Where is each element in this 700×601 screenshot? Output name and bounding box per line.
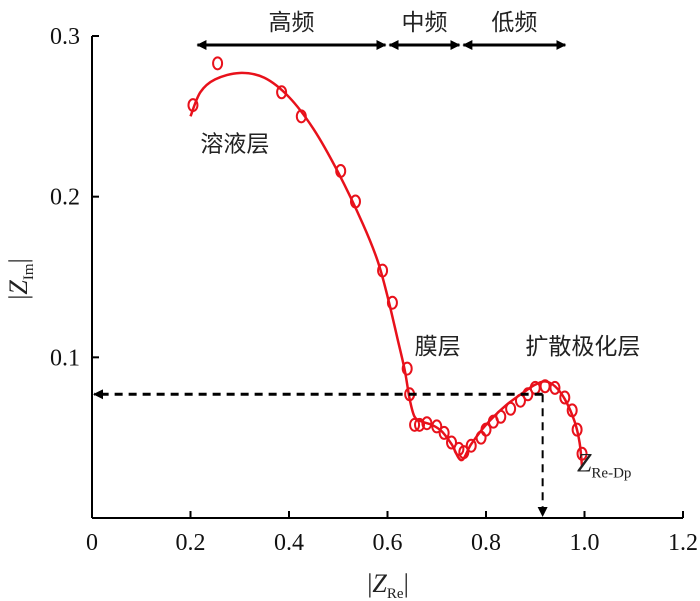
data-point (458, 445, 470, 460)
range-label: 高频 (268, 10, 314, 36)
x-tick-label: 0.4 (274, 530, 304, 556)
y-tick-label: 0.3 (50, 24, 80, 50)
data-point (409, 417, 421, 432)
ticks: 0 0.2 0.4 0.6 0.8 1.0 1.2 0.1 0.2 0.3 (50, 24, 698, 556)
data-point (566, 403, 578, 418)
x-tick-label: 0.6 (373, 530, 403, 556)
data-point (571, 422, 583, 437)
data-point (475, 430, 487, 445)
data-point (386, 295, 398, 310)
y-axis-title: |ZIm| (4, 258, 37, 300)
data-points-layer (187, 56, 588, 461)
x-axis-title: |ZRe| (367, 569, 409, 601)
z-re-dp-label: ZRe-Dp (577, 448, 631, 481)
axes (91, 36, 683, 519)
data-point (446, 435, 458, 450)
data-point (421, 416, 433, 431)
region-label: 扩散极化层 (525, 334, 640, 360)
x-tick-label: 0.8 (471, 530, 501, 556)
data-point (295, 109, 307, 124)
data-point (480, 422, 492, 437)
data-point (212, 56, 224, 71)
data-point (495, 409, 507, 424)
data-point (377, 263, 389, 278)
region-label: 溶液层 (200, 132, 269, 158)
data-point (414, 417, 426, 432)
range-label: 中频 (401, 10, 447, 36)
data-point (431, 419, 443, 434)
data-point (505, 401, 517, 416)
range-label: 低频 (491, 10, 537, 36)
frequency-ranges: 高频 中频 低频 (196, 10, 567, 50)
data-point (514, 393, 526, 408)
data-point (559, 390, 571, 405)
x-tick-label: 0.2 (176, 530, 206, 556)
y-tick-label: 0.1 (50, 345, 80, 371)
y-tick-label: 0.2 (50, 185, 80, 211)
data-point (335, 163, 347, 178)
x-tick-label: 1.0 (570, 530, 600, 556)
data-point (276, 85, 288, 100)
data-point (438, 425, 450, 440)
x-tick-label: 0 (86, 530, 98, 556)
data-point (549, 380, 561, 395)
data-point (187, 98, 199, 113)
data-point (401, 361, 413, 376)
data-point (465, 438, 477, 453)
x-tick-label: 1.2 (668, 530, 698, 556)
data-point (576, 446, 588, 461)
data-point (349, 194, 361, 209)
region-label: 膜层 (415, 334, 461, 360)
